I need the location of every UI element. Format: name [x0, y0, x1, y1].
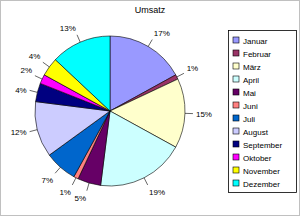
leader-line [144, 178, 148, 185]
legend-label: Februar [243, 50, 271, 59]
leader-line [77, 35, 80, 42]
pie-slice [101, 111, 176, 186]
chart: Umsatz17%1%15%19%5%1%7%12%4%2%4%13%Janua… [0, 0, 300, 216]
legend-swatch [233, 89, 239, 95]
data-label: 1% [59, 188, 71, 197]
legend-swatch [233, 63, 239, 69]
legend: Januar Februar März April Mai Juni Juli August S… [229, 31, 297, 193]
legend-label: Dezember [243, 180, 280, 189]
leader-line [148, 40, 152, 47]
legend-label: September [243, 141, 282, 150]
leader-line [87, 183, 89, 191]
data-label: 4% [29, 52, 41, 61]
data-label: 12% [11, 128, 27, 137]
legend-label: November [243, 167, 280, 176]
data-label: 19% [149, 188, 165, 197]
data-label: 17% [154, 29, 170, 38]
title: Umsatz [135, 5, 166, 15]
data-label: 4% [15, 86, 27, 95]
leader-line [43, 62, 49, 67]
legend-label: August [243, 128, 269, 137]
legend-label: Juni [243, 102, 258, 111]
legend-swatch [233, 76, 239, 82]
leader-line [35, 76, 42, 79]
legend-swatch [233, 115, 239, 121]
legend-label: Mai [243, 89, 256, 98]
data-label: 1% [187, 64, 199, 73]
leader-line [72, 178, 76, 185]
data-label: 15% [196, 110, 212, 119]
slices [35, 36, 185, 186]
data-labels: 17%1%15%19%5%1%7%12%4%2%4%13% [11, 24, 212, 203]
legend-swatch [233, 167, 239, 173]
legend-swatch [233, 102, 239, 108]
legend-label: Juli [243, 115, 255, 124]
legend-swatch [233, 141, 239, 147]
legend-label: März [243, 63, 261, 72]
legend-label: April [243, 76, 259, 85]
legend-box [229, 31, 297, 193]
legend-label: Oktober [243, 154, 272, 163]
leader-line [185, 113, 193, 114]
data-label: 5% [74, 194, 86, 203]
leader-line [30, 130, 38, 132]
leader-line [177, 73, 184, 77]
data-label: 7% [42, 176, 54, 185]
chart-area [1, 1, 300, 216]
legend-swatch [233, 128, 239, 134]
legend-swatch [233, 37, 239, 43]
pie-slice [55, 36, 110, 111]
legend-label: Januar [243, 37, 268, 46]
data-label: 13% [60, 24, 76, 33]
legend-swatch [233, 154, 239, 160]
legend-swatch [233, 180, 239, 186]
legend-swatch [233, 50, 239, 56]
leader-line [30, 90, 38, 92]
leader-line [55, 167, 60, 173]
data-label: 2% [21, 66, 33, 75]
